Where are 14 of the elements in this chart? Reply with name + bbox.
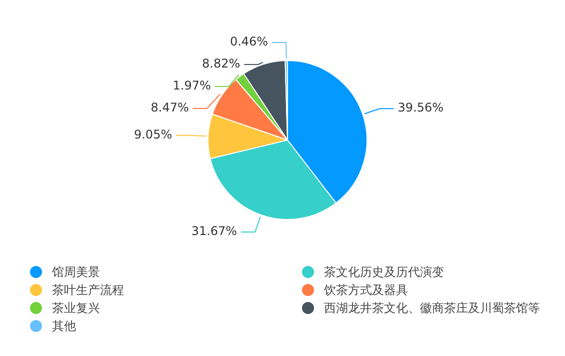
data-label: 8.47%: [150, 100, 189, 115]
legend-label: 茶文化历史及历代演变: [324, 264, 444, 280]
data-label: 39.56%: [398, 100, 444, 115]
legend-label: 其他: [52, 318, 76, 334]
legend-label: 西湖龙井茶文化、徽商茶庄及川蜀茶馆等: [324, 300, 540, 316]
legend-label: 茶叶生产流程: [52, 282, 124, 298]
legend-label: 馆周美景: [52, 264, 100, 280]
data-label: 8.82%: [202, 56, 240, 71]
data-label: 9.05%: [134, 128, 172, 142]
legend-label: 饮茶方式及器具: [324, 282, 408, 298]
legend-label: 茶业复兴: [52, 300, 100, 316]
data-label: 1.97%: [172, 78, 211, 93]
data-label: 0.46%: [230, 34, 268, 49]
data-label: 31.67%: [191, 224, 238, 238]
